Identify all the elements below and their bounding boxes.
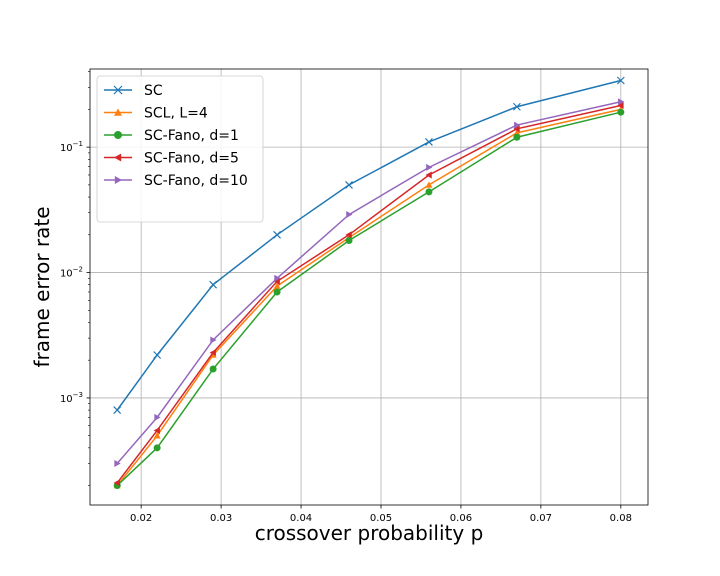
legend-entry: SC-Fano, d=5 [104,151,239,167]
data-point [514,121,521,129]
data-point [346,211,353,219]
data-point [512,102,521,111]
series-line [116,108,621,487]
legend-marker [114,131,122,139]
plot-frame [89,68,649,506]
data-point [425,138,433,146]
series-4 [114,98,625,467]
x-tick-label: 0.08 [610,513,632,524]
ticks: 0.02 0.03 0.04 0.05 0.06 0.07 0.08 10−3 10−2 10−1 [60,71,632,524]
legend-marker [114,153,122,162]
data-point [426,163,433,171]
legend: SC SCL, L=4 SC-Fano, d=1 SC-Fano, d=5 SC-Fan… [96,75,264,223]
series-line [116,101,621,464]
data-point [513,133,521,141]
data-point [425,181,433,188]
legend-entry: SCL, L=4 [104,106,208,122]
data-point [425,171,432,179]
legend-label: SC-Fano, d=10 [144,173,248,189]
series-line [116,79,622,411]
legend-entry: SC-Fano, d=1 [104,128,239,144]
data-point [210,336,217,344]
data-point [513,125,520,133]
y-tick-label: 10−2 [60,266,83,280]
series-line [116,111,621,487]
data-point [513,129,521,136]
data-point [273,288,281,296]
x-tick-label: 0.02 [130,513,152,524]
legend-label: SCL, L=4 [144,106,208,122]
data-point [209,365,217,373]
legend-box [96,75,264,223]
series-line [116,104,621,484]
legend-label: SC-Fano, d=1 [144,128,239,144]
x-tick-label: 0.05 [370,513,392,524]
x-tick-label: 0.03 [210,513,232,524]
data-point [345,231,352,239]
legend-label: SC-Fano, d=5 [144,151,239,167]
legend-label: SC [144,83,163,99]
data-point [209,349,216,357]
y-tick-label: 10−1 [60,140,83,154]
x-tick-label: 0.04 [290,513,312,524]
data-point [113,479,120,487]
data-point [345,237,353,245]
series-3 [113,101,624,487]
data-point [273,230,281,239]
data-point [425,188,433,196]
legend-entry: SC [104,83,163,99]
data-point [153,432,161,439]
data-point [113,406,122,415]
data-point [616,76,625,85]
data-point [114,459,121,467]
x-tick-label: 0.06 [450,513,472,524]
data-point [153,426,160,434]
data-point [617,108,625,116]
data-point [345,180,353,189]
data-point [273,282,281,289]
data-point [154,413,161,421]
data-point [618,98,625,106]
legend-marker [114,108,122,116]
data-point [617,101,624,109]
series-layer [113,76,625,490]
data-point [153,444,161,452]
data-point [274,274,281,282]
y-axis-label: frame error rate [30,206,54,367]
series-0 [113,76,625,415]
data-point [273,277,280,285]
legend-marker [113,85,123,95]
data-point [153,351,162,359]
x-axis-label: crossover probability p [255,521,484,545]
y-tick-label: 10−3 [60,391,83,405]
x-tick-label: 0.07 [530,513,552,524]
legend-entry: SC-Fano, d=10 [104,173,248,189]
data-point [209,280,218,289]
legend-marker [114,176,122,184]
